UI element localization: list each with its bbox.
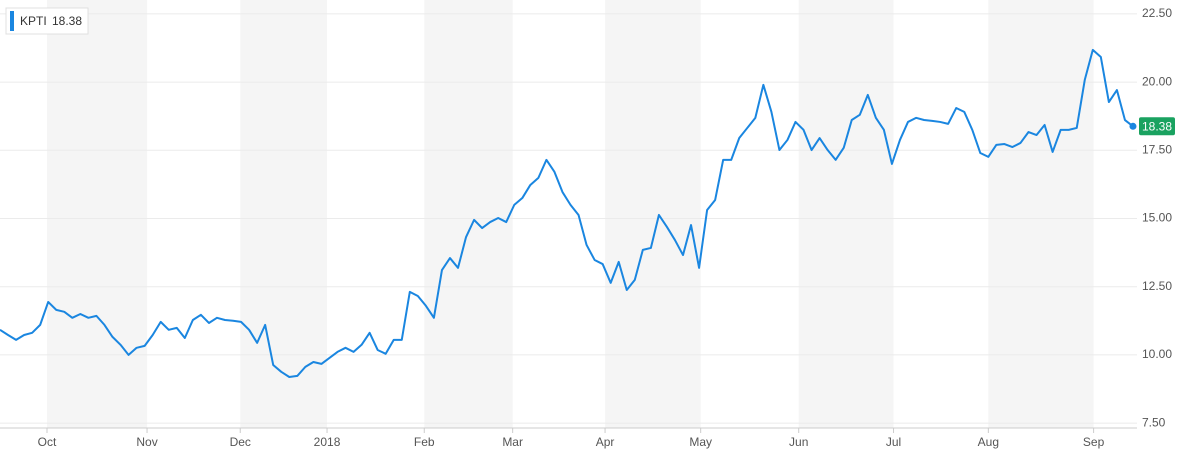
month-band (47, 0, 148, 428)
y-tick-label: 17.50 (1142, 142, 1172, 156)
legend-swatch (10, 11, 14, 31)
x-tick-label: Jul (886, 435, 901, 449)
x-tick-label: Oct (38, 435, 57, 449)
month-band (424, 0, 513, 428)
x-tick-label: Sep (1083, 435, 1105, 449)
legend: KPTI 18.38 (5, 7, 89, 35)
month-band (240, 0, 328, 428)
month-band (798, 0, 894, 428)
x-tick-label: Nov (136, 435, 157, 449)
marks: 18.38 (0, 48, 1175, 378)
x-tick-label: May (689, 435, 712, 449)
y-tick-label: 20.00 (1142, 74, 1172, 88)
y-tick-label: 12.50 (1142, 279, 1172, 293)
last-point (1129, 122, 1137, 130)
last-price-tag (1139, 117, 1175, 136)
y-tick-label: 22.50 (1142, 6, 1172, 20)
y-tick-label: 7.50 (1142, 415, 1166, 429)
month-band (605, 0, 701, 428)
legend-name: KPTI (20, 14, 47, 28)
x-tick-label: Dec (230, 435, 251, 449)
legend-box (5, 7, 89, 35)
x-tick-label: Feb (414, 435, 435, 449)
x-tick-label: Mar (502, 435, 523, 449)
bands (47, 0, 1094, 428)
month-band (988, 0, 1094, 428)
price-line (0, 48, 1134, 378)
y-tick-label: 10.00 (1142, 347, 1172, 361)
x-tick-label: Aug (978, 435, 999, 449)
x-tick-label: Apr (596, 435, 615, 449)
y-tick-label: 15.00 (1142, 211, 1172, 225)
legend-value: 18.38 (52, 14, 82, 28)
grid: 7.50 10.00 12.50 15.00 17.50 20.00 22.50 Oct Nov… (0, 6, 1172, 449)
x-tick-label: 2018 (314, 435, 341, 449)
x-tick-label: Jun (789, 435, 808, 449)
last-price-label: 18.38 (1142, 119, 1172, 133)
